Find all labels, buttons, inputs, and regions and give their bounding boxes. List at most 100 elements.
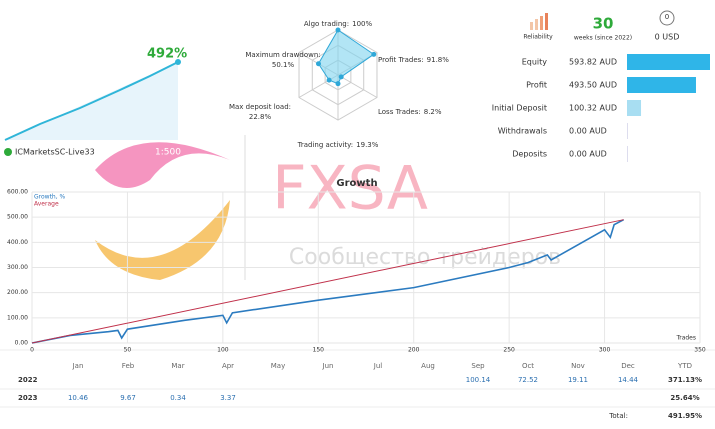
month-cell: 19.11 bbox=[568, 376, 588, 384]
x-tick-label: 150 bbox=[313, 347, 325, 354]
radar-name: Loss Trades: bbox=[378, 108, 421, 116]
reliability-icon bbox=[530, 13, 548, 30]
balance-value: 0.00 AUD bbox=[569, 127, 607, 136]
chart-title: Growth bbox=[336, 178, 377, 189]
balance-bar bbox=[627, 77, 696, 93]
logo-hand-top bbox=[95, 142, 230, 188]
x-tick-label: 50 bbox=[124, 347, 132, 354]
column-header: May bbox=[271, 362, 285, 370]
balance-bar bbox=[627, 100, 642, 116]
watermark-brand: FXSA bbox=[272, 154, 428, 224]
column-header: Sep bbox=[471, 362, 485, 370]
radar-label: Trading activity: 19.3% bbox=[297, 141, 379, 149]
balance-name: Withdrawals bbox=[498, 127, 547, 136]
total-value: 491.95% bbox=[668, 412, 702, 420]
column-header: Feb bbox=[122, 362, 135, 370]
x-tick-label: 100 bbox=[217, 347, 229, 354]
radar-name: Trading activity: bbox=[297, 141, 354, 149]
balance-value: 493.50 AUD bbox=[569, 81, 617, 90]
ytd-cell: 371.13% bbox=[668, 376, 702, 384]
subscribers: 0 bbox=[665, 13, 669, 21]
balance-bar bbox=[627, 123, 628, 139]
month-cell: 14.44 bbox=[618, 376, 639, 384]
column-header: Apr bbox=[222, 362, 234, 370]
balance-value: 593.82 AUD bbox=[569, 58, 617, 67]
radar-value: 91.8% bbox=[427, 56, 450, 64]
x-tick-label: 250 bbox=[503, 347, 515, 354]
column-header: Oct bbox=[522, 362, 534, 370]
growth-total: 492% bbox=[147, 47, 187, 62]
radar-point bbox=[371, 51, 377, 57]
row-year: 2022 bbox=[18, 376, 38, 384]
legend-entry: Growth, % bbox=[34, 194, 66, 201]
y-tick-label: 0.00 bbox=[15, 340, 29, 347]
radar-name: Profit Trades: bbox=[378, 56, 424, 64]
radar-label: Loss Trades: 8.2% bbox=[378, 108, 442, 116]
balance-bar bbox=[627, 146, 628, 162]
radar-name: Algo trading: bbox=[304, 20, 349, 28]
column-header: YTD bbox=[677, 362, 692, 370]
balance-value: 0.00 AUD bbox=[569, 150, 607, 159]
radar-value: 50.1% bbox=[272, 61, 295, 69]
column-header: Dec bbox=[621, 362, 635, 370]
radar-point bbox=[335, 27, 341, 33]
y-tick-label: 300.00 bbox=[7, 264, 28, 271]
month-cell: 100.14 bbox=[466, 376, 491, 384]
reliability-label: Reliability bbox=[523, 34, 553, 41]
radar-value: 8.2% bbox=[424, 108, 442, 116]
balance-name: Profit bbox=[526, 81, 547, 90]
x-tick-label: 300 bbox=[599, 347, 611, 354]
column-header: Jun bbox=[322, 362, 334, 370]
logo-hand-bottom bbox=[95, 200, 230, 280]
balance-name: Initial Deposit bbox=[492, 104, 547, 113]
y-tick-label: 100.00 bbox=[7, 314, 28, 321]
radar-label: Algo trading: 100% bbox=[304, 20, 373, 28]
x-axis-label: Trades bbox=[675, 335, 696, 342]
subscribers-icon bbox=[659, 10, 675, 26]
month-cell: 3.37 bbox=[220, 394, 236, 402]
radar-name: Maximum drawdown: bbox=[245, 51, 320, 59]
ytd-cell: 25.64% bbox=[670, 394, 699, 402]
y-tick-label: 600.00 bbox=[7, 189, 28, 196]
spark-line bbox=[4, 61, 179, 141]
radar-point bbox=[335, 81, 341, 87]
radar-point bbox=[326, 77, 332, 83]
weeks-label: weeks (since 2022) bbox=[574, 35, 632, 42]
month-cell: 9.67 bbox=[120, 394, 136, 402]
total-label: Total: bbox=[608, 412, 628, 420]
y-tick-label: 200.00 bbox=[7, 289, 28, 296]
balance-name: Deposits bbox=[512, 150, 547, 159]
series-line bbox=[31, 218, 625, 344]
row-year: 2023 bbox=[18, 394, 38, 402]
balance-bar bbox=[627, 54, 710, 70]
account-name: ICMarketsSC-Live33 bbox=[15, 148, 95, 157]
y-tick-label: 400.00 bbox=[7, 239, 28, 246]
radar-name: Max deposit load: bbox=[229, 103, 291, 111]
balance-value: 100.32 AUD bbox=[569, 104, 617, 113]
y-tick-label: 500.00 bbox=[7, 214, 28, 221]
x-tick-label: 0 bbox=[30, 347, 34, 354]
column-header: Aug bbox=[421, 362, 435, 370]
x-tick-label: 200 bbox=[408, 347, 420, 354]
check-icon bbox=[4, 148, 12, 156]
weeks: 30 bbox=[593, 15, 614, 33]
watermark-tagline: Сообщество трейдеров bbox=[289, 245, 561, 270]
legend-entry: Average bbox=[34, 201, 59, 208]
radar-value: 19.3% bbox=[356, 141, 379, 149]
series-line bbox=[31, 219, 624, 344]
spark-dot bbox=[175, 59, 181, 65]
month-cell: 72.52 bbox=[518, 376, 538, 384]
column-header: Mar bbox=[171, 362, 184, 370]
subscription: 0 USD bbox=[655, 33, 680, 42]
column-header: Jan bbox=[72, 362, 84, 370]
month-cell: 0.34 bbox=[170, 394, 186, 402]
radar-label: Profit Trades: 91.8% bbox=[378, 56, 449, 64]
leverage: 1:500 bbox=[155, 148, 181, 158]
balance-name: Equity bbox=[522, 58, 548, 67]
radar-point bbox=[338, 74, 344, 80]
x-tick-label: 350 bbox=[694, 347, 706, 354]
column-header: Nov bbox=[571, 362, 585, 370]
column-header: Jul bbox=[373, 362, 383, 370]
